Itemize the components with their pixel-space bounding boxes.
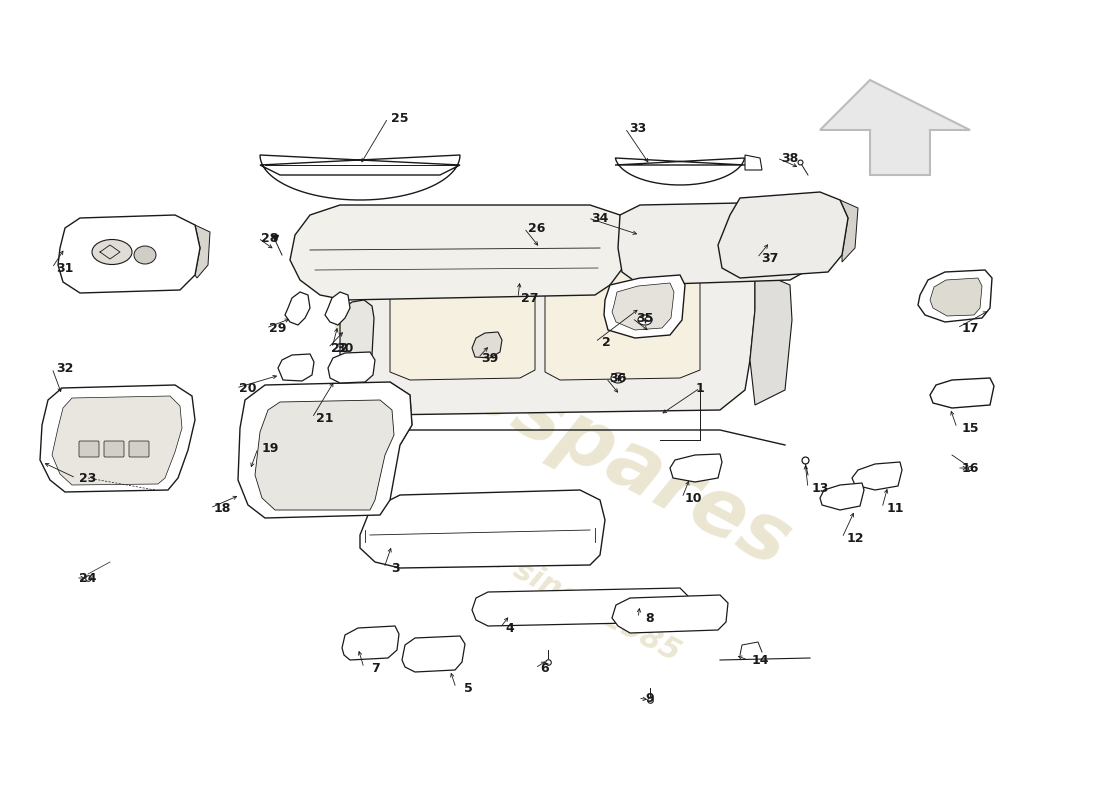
Text: 38: 38 bbox=[781, 151, 799, 165]
FancyBboxPatch shape bbox=[104, 441, 124, 457]
Text: 2: 2 bbox=[602, 335, 610, 349]
Text: 30: 30 bbox=[337, 342, 354, 354]
Polygon shape bbox=[820, 483, 864, 510]
Polygon shape bbox=[285, 292, 310, 325]
Text: 20: 20 bbox=[240, 382, 256, 394]
Text: 36: 36 bbox=[609, 371, 627, 385]
Text: 31: 31 bbox=[56, 262, 74, 274]
Ellipse shape bbox=[92, 239, 132, 265]
Polygon shape bbox=[670, 454, 722, 482]
Polygon shape bbox=[238, 382, 412, 518]
Text: eurospares: eurospares bbox=[317, 276, 803, 584]
Text: 13: 13 bbox=[812, 482, 828, 494]
Text: 12: 12 bbox=[846, 531, 864, 545]
Text: 6: 6 bbox=[541, 662, 549, 674]
Polygon shape bbox=[472, 588, 688, 626]
Text: a passion since 1985: a passion since 1985 bbox=[355, 473, 685, 667]
Text: 27: 27 bbox=[521, 291, 539, 305]
Ellipse shape bbox=[134, 246, 156, 264]
Polygon shape bbox=[615, 158, 745, 185]
Text: 23: 23 bbox=[79, 471, 97, 485]
FancyBboxPatch shape bbox=[129, 441, 149, 457]
Text: 5: 5 bbox=[463, 682, 472, 694]
Polygon shape bbox=[544, 265, 700, 380]
Polygon shape bbox=[390, 272, 535, 380]
Text: 25: 25 bbox=[392, 111, 409, 125]
Text: 9: 9 bbox=[646, 691, 654, 705]
Text: 14: 14 bbox=[751, 654, 769, 666]
Text: 26: 26 bbox=[528, 222, 546, 234]
Text: 21: 21 bbox=[317, 411, 333, 425]
Polygon shape bbox=[255, 400, 394, 510]
Polygon shape bbox=[840, 200, 858, 262]
Text: 10: 10 bbox=[684, 491, 702, 505]
Polygon shape bbox=[612, 283, 674, 330]
Polygon shape bbox=[58, 215, 200, 293]
Text: 22: 22 bbox=[331, 342, 349, 354]
Text: 8: 8 bbox=[646, 611, 654, 625]
Polygon shape bbox=[612, 595, 728, 633]
Text: 24: 24 bbox=[79, 571, 97, 585]
Polygon shape bbox=[604, 275, 685, 338]
Text: 4: 4 bbox=[506, 622, 515, 634]
Text: 34: 34 bbox=[592, 211, 608, 225]
Polygon shape bbox=[472, 332, 502, 358]
Text: 19: 19 bbox=[262, 442, 278, 454]
Text: 3: 3 bbox=[390, 562, 399, 574]
Text: 15: 15 bbox=[961, 422, 979, 434]
Polygon shape bbox=[390, 382, 412, 445]
Text: 35: 35 bbox=[636, 311, 653, 325]
Polygon shape bbox=[342, 626, 399, 660]
Polygon shape bbox=[930, 378, 994, 408]
Polygon shape bbox=[618, 202, 825, 285]
Polygon shape bbox=[852, 462, 902, 490]
Polygon shape bbox=[353, 360, 380, 440]
Polygon shape bbox=[355, 235, 755, 415]
Polygon shape bbox=[195, 225, 210, 278]
FancyBboxPatch shape bbox=[79, 441, 99, 457]
Polygon shape bbox=[930, 278, 982, 316]
Text: 29: 29 bbox=[270, 322, 287, 334]
Text: 32: 32 bbox=[56, 362, 74, 374]
Polygon shape bbox=[278, 354, 314, 381]
Polygon shape bbox=[340, 300, 374, 366]
Polygon shape bbox=[745, 155, 762, 170]
Text: 33: 33 bbox=[629, 122, 647, 134]
Text: 1: 1 bbox=[695, 382, 704, 394]
Polygon shape bbox=[40, 385, 195, 492]
Polygon shape bbox=[360, 490, 605, 568]
Polygon shape bbox=[918, 270, 992, 322]
Text: 7: 7 bbox=[371, 662, 380, 674]
Polygon shape bbox=[260, 155, 460, 200]
Ellipse shape bbox=[638, 315, 652, 325]
Ellipse shape bbox=[610, 373, 625, 383]
Polygon shape bbox=[750, 270, 792, 405]
Text: 28: 28 bbox=[262, 231, 278, 245]
Polygon shape bbox=[402, 636, 465, 672]
Text: 17: 17 bbox=[961, 322, 979, 334]
Polygon shape bbox=[290, 205, 632, 300]
Text: 39: 39 bbox=[482, 351, 498, 365]
Polygon shape bbox=[52, 396, 182, 485]
Text: 18: 18 bbox=[213, 502, 231, 514]
Polygon shape bbox=[328, 352, 375, 383]
Polygon shape bbox=[718, 192, 848, 278]
Text: 37: 37 bbox=[761, 251, 779, 265]
Polygon shape bbox=[820, 80, 970, 175]
Polygon shape bbox=[324, 292, 350, 325]
Text: 16: 16 bbox=[961, 462, 979, 474]
Text: 11: 11 bbox=[887, 502, 904, 514]
Polygon shape bbox=[808, 210, 838, 270]
